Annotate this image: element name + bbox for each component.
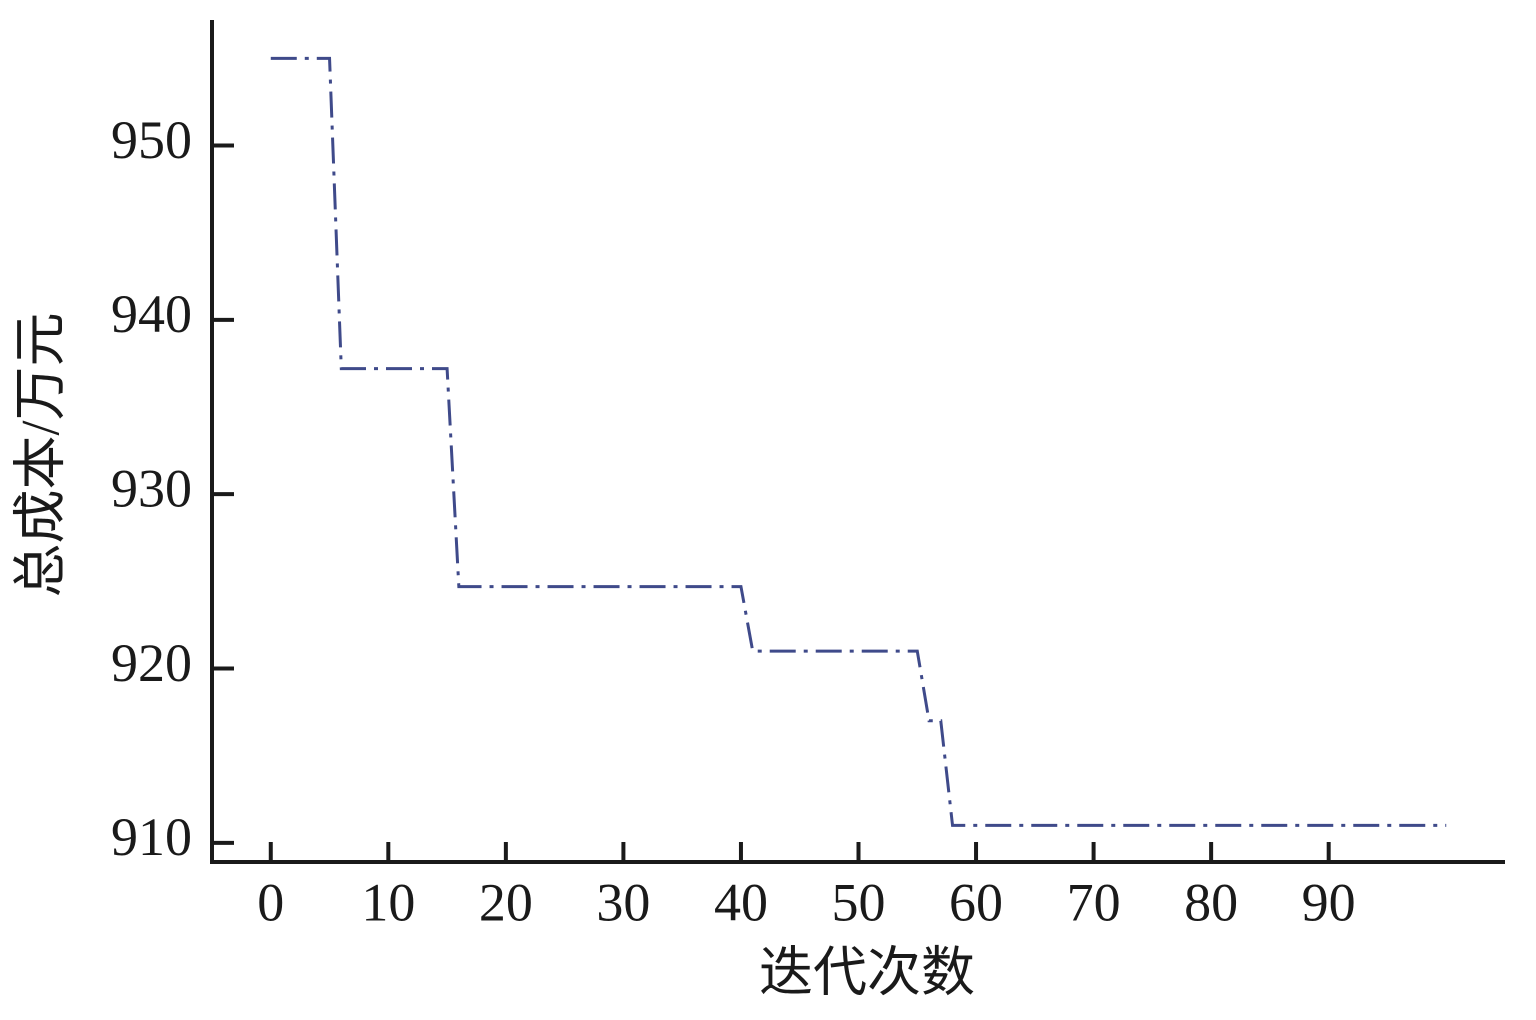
x-tick-label: 20	[479, 872, 533, 932]
x-tick-label: 30	[596, 872, 650, 932]
line	[270, 56, 1447, 827]
x-axis-label: 迭代次数	[759, 942, 975, 1002]
x-tick-label: 70	[1067, 872, 1121, 932]
y-tick-label: 940	[111, 284, 192, 344]
x-tick-label: 60	[949, 872, 1003, 932]
x-tick-label: 0	[257, 872, 284, 932]
x-tick-label: 80	[1184, 872, 1238, 932]
y-tick-label: 910	[111, 807, 192, 867]
x-tick-label: 50	[832, 872, 886, 932]
y-tick-label: 930	[111, 459, 192, 519]
y-tick-label: 950	[111, 110, 192, 170]
x-tick-label: 90	[1302, 872, 1356, 932]
y-tick-label: 920	[111, 633, 192, 693]
x-tick-label: 40	[714, 872, 768, 932]
y-axis-label: 总成本/万元	[10, 312, 70, 597]
x-tick-label: 10	[361, 872, 415, 932]
